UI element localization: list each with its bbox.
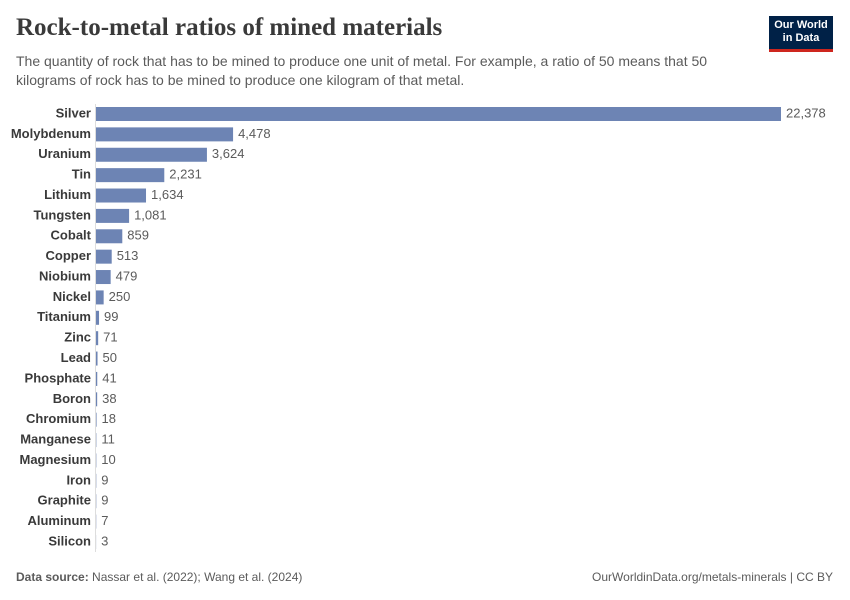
y-tick-label: Nickel bbox=[53, 289, 91, 304]
source-label: Data source: bbox=[16, 570, 89, 584]
chart: Silver 22,378 Molybdenum 4,478 Uranium 3,624 T… bbox=[11, 104, 826, 552]
data-label: 4,478 bbox=[238, 126, 271, 141]
y-tick-label: Lead bbox=[61, 350, 91, 365]
y-tick-label: Aluminum bbox=[27, 513, 91, 528]
data-label: 99 bbox=[104, 309, 118, 324]
bar bbox=[96, 208, 130, 223]
y-tick-label: Molybdenum bbox=[11, 126, 91, 141]
source: Nassar et al. (2022); Wang et al. (2024) bbox=[92, 570, 303, 584]
chart-subtitle: The quantity of rock that has to be mine… bbox=[16, 53, 708, 88]
bar bbox=[96, 270, 111, 285]
bar bbox=[96, 168, 165, 183]
data-label: 11 bbox=[101, 432, 115, 447]
bar bbox=[96, 310, 100, 325]
y-tick-label: Silver bbox=[56, 105, 91, 120]
url[interactable]: OurWorldinData.org/metals-minerals | CC … bbox=[592, 570, 833, 584]
data-label: 479 bbox=[116, 268, 138, 283]
y-tick-label: Magnesium bbox=[19, 452, 91, 467]
y-tick-label: Cobalt bbox=[51, 228, 92, 243]
logo-line: in Data bbox=[782, 32, 820, 44]
y-tick-label: Tin bbox=[72, 167, 91, 182]
data-label: 1,634 bbox=[151, 187, 184, 202]
bar bbox=[96, 229, 123, 244]
data-label: 3 bbox=[101, 533, 108, 548]
bar bbox=[96, 127, 234, 142]
y-tick-label: Chromium bbox=[26, 411, 91, 426]
data-label: 3,624 bbox=[212, 146, 245, 161]
y-tick-label: Titanium bbox=[37, 309, 91, 324]
y-tick-label: Boron bbox=[53, 391, 91, 406]
footer: Data source: Nassar et al. (2022); Wang … bbox=[16, 570, 833, 584]
data-label: 18 bbox=[102, 411, 116, 426]
bar bbox=[96, 351, 98, 366]
bar bbox=[96, 412, 97, 427]
data-label: 10 bbox=[101, 452, 115, 467]
bar bbox=[96, 188, 147, 203]
bar bbox=[96, 249, 112, 264]
data-label: 1,081 bbox=[134, 207, 167, 222]
bar bbox=[96, 290, 104, 305]
data-label: 9 bbox=[101, 472, 108, 487]
data-label: 7 bbox=[101, 513, 108, 528]
bar bbox=[96, 371, 98, 386]
y-tick-label: Iron bbox=[66, 472, 91, 487]
data-label: 513 bbox=[117, 248, 139, 263]
y-tick-label: Manganese bbox=[20, 432, 91, 447]
data-label: 859 bbox=[127, 228, 149, 243]
y-tick-label: Silicon bbox=[48, 533, 91, 548]
bar bbox=[96, 147, 207, 162]
data-label: 250 bbox=[109, 289, 131, 304]
y-tick-label: Phosphate bbox=[25, 370, 91, 385]
data-label: 71 bbox=[103, 330, 117, 345]
data-label: 9 bbox=[101, 493, 108, 508]
y-tick-label: Lithium bbox=[44, 187, 91, 202]
data-label: 50 bbox=[103, 350, 117, 365]
data-label: 38 bbox=[102, 391, 116, 406]
chart-title: Rock-to-metal ratios of mined materials bbox=[16, 14, 443, 41]
data-label: 41 bbox=[102, 370, 116, 385]
logo-line: Our World bbox=[774, 19, 828, 31]
logo[interactable]: Our World in Data bbox=[769, 16, 833, 52]
bar bbox=[96, 331, 99, 346]
y-tick-label: Tungsten bbox=[33, 207, 91, 222]
y-tick-label: Niobium bbox=[39, 268, 91, 283]
bar bbox=[96, 107, 781, 121]
y-tick-label: Copper bbox=[46, 248, 92, 263]
data-label: 2,231 bbox=[169, 167, 202, 182]
y-tick-label: Graphite bbox=[38, 493, 91, 508]
data-label: 22,378 bbox=[786, 105, 826, 120]
y-tick-label: Zinc bbox=[64, 330, 91, 345]
bar bbox=[96, 392, 98, 407]
y-tick-label: Uranium bbox=[38, 146, 91, 161]
